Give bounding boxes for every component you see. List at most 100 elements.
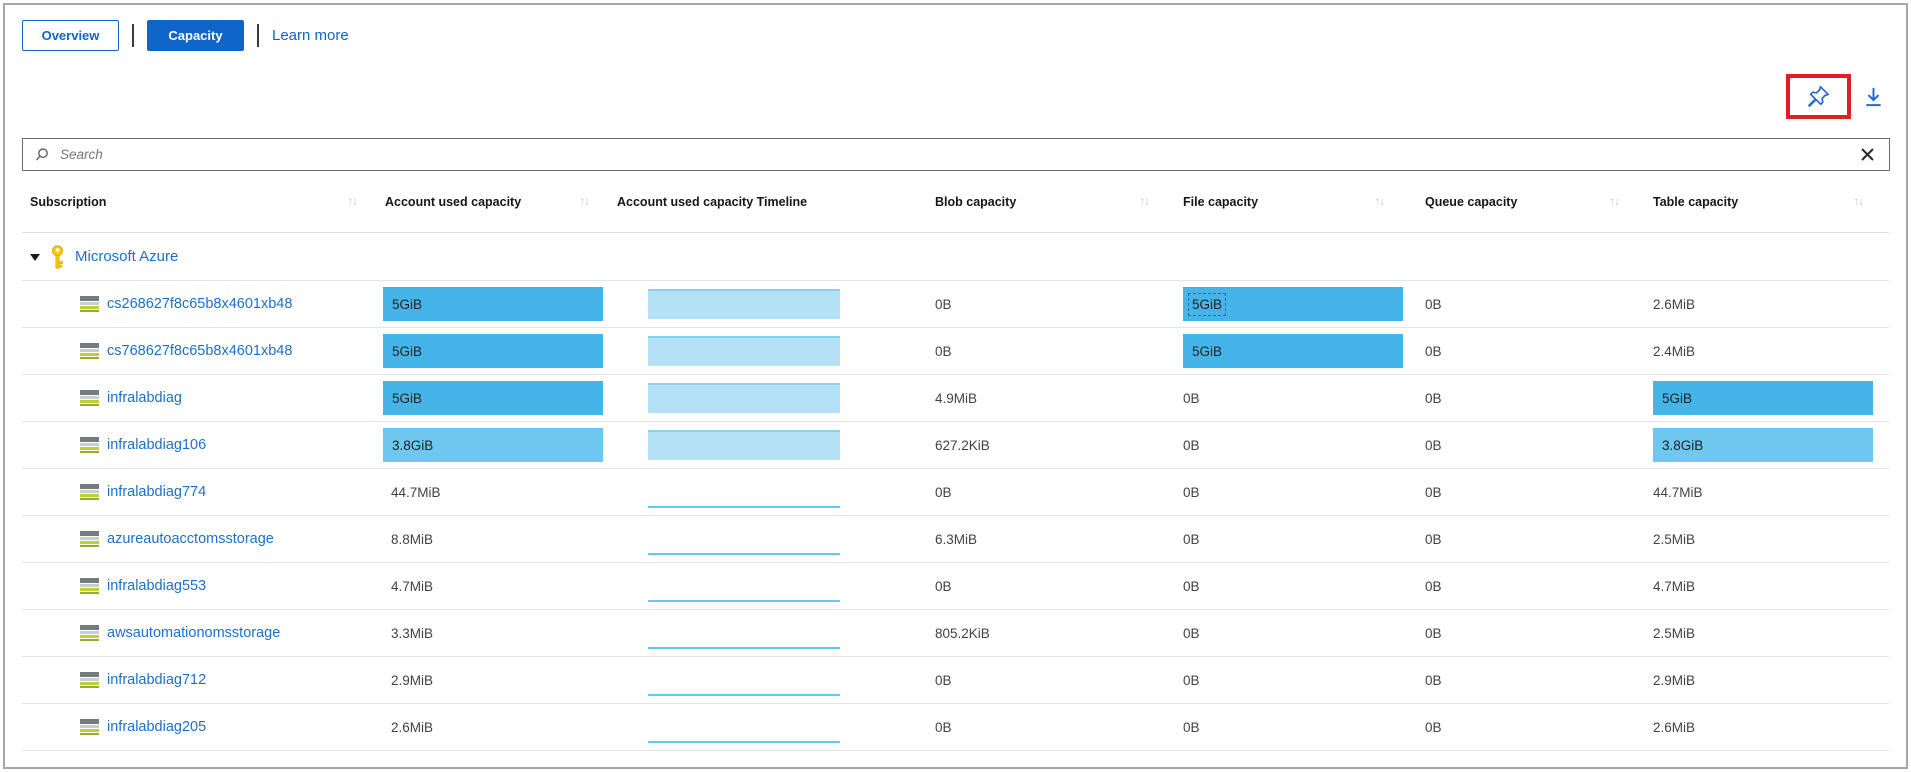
file-capacity-cell: 0B (1175, 422, 1410, 468)
capacity-value: 0B (1183, 531, 1200, 547)
table-capacity-cell: 2.9MiB (1645, 657, 1889, 703)
search-input[interactable] (60, 147, 1857, 162)
storage-account-link[interactable]: awsautomationomsstorage (107, 625, 281, 641)
account-used-capacity-cell: 5GiB (383, 328, 615, 374)
table-row[interactable]: azureautoacctomsstorage 8.8MiB 6.3MiB 0B… (22, 516, 1889, 563)
clear-search-icon[interactable] (1857, 146, 1878, 163)
sort-icon[interactable]: ↑↓ (1853, 195, 1864, 208)
capacity-value: 3.8GiB (1653, 428, 1873, 462)
column-header-subscription[interactable]: Subscription ↑↓ (22, 171, 383, 232)
table-row[interactable]: infralabdiag553 4.7MiB 0B 0B 0B 4.7MiB (22, 563, 1889, 610)
capacity-value: 0B (1425, 343, 1442, 359)
file-capacity-cell: 0B (1175, 563, 1410, 609)
account-used-capacity-cell: 2.6MiB (383, 704, 615, 750)
table-row[interactable]: cs768627f8c65b8x4601xb48 5GiB 0B 5GiB 0B… (22, 328, 1889, 375)
table-row[interactable]: cs268627f8c65b8x4601xb48 5GiB 0B 5GiB 0B… (22, 281, 1889, 328)
subscription-group-link[interactable]: Microsoft Azure (75, 248, 179, 265)
capacity-value: 5GiB (1183, 334, 1403, 368)
capacity-value: 0B (935, 484, 952, 500)
table-capacity-cell: 2.6MiB (1645, 281, 1889, 327)
capacity-value: 0B (1183, 672, 1200, 688)
capacity-value: 0B (1183, 390, 1200, 406)
subscription-cell: infralabdiag205 (22, 704, 383, 750)
capacity-value: 3.8GiB (383, 428, 603, 462)
storage-account-link[interactable]: infralabdiag712 (107, 672, 207, 688)
capacity-value: 2.6MiB (1653, 719, 1696, 735)
queue-capacity-cell: 0B (1410, 469, 1645, 515)
column-header-queue-capacity[interactable]: Queue capacity ↑↓ (1410, 171, 1645, 232)
sort-icon[interactable]: ↑↓ (347, 195, 358, 208)
capacity-value: 0B (1183, 437, 1200, 453)
overview-button[interactable]: Overview (22, 20, 119, 51)
subscription-cell: awsautomationomsstorage (22, 610, 383, 656)
storage-account-icon (80, 437, 99, 453)
column-header-account-used-capacity-timeline: Account used capacity Timeline (615, 171, 920, 232)
column-label: File capacity (1183, 194, 1259, 209)
subscription-cell: cs268627f8c65b8x4601xb48 (22, 281, 383, 327)
storage-account-link[interactable]: cs268627f8c65b8x4601xb48 (107, 296, 293, 312)
table-row[interactable]: infralabdiag 5GiB 4.9MiB 0B 0B 5GiB (22, 375, 1889, 422)
table-row[interactable]: infralabdiag205 2.6MiB 0B 0B 0B 2.6MiB (22, 704, 1889, 751)
capacity-value: 2.6MiB (391, 719, 434, 735)
table-row[interactable]: awsautomationomsstorage 3.3MiB 805.2KiB … (22, 610, 1889, 657)
table-capacity-cell: 3.8GiB (1645, 422, 1889, 468)
file-capacity-cell: 0B (1175, 610, 1410, 656)
capacity-value: 44.7MiB (1653, 484, 1703, 500)
storage-account-icon (80, 343, 99, 359)
storage-account-link[interactable]: infralabdiag774 (107, 484, 207, 500)
storage-account-link[interactable]: infralabdiag553 (107, 578, 207, 594)
capacity-value: 0B (1183, 578, 1200, 594)
file-capacity-cell: 0B (1175, 704, 1410, 750)
sort-icon[interactable]: ↑↓ (579, 195, 590, 208)
download-icon[interactable] (1862, 84, 1885, 109)
capacity-sparkline (648, 694, 840, 696)
sort-icon[interactable]: ↑↓ (1374, 195, 1385, 208)
column-header-table-capacity[interactable]: Table capacity ↑↓ (1645, 171, 1889, 232)
capacity-value: 0B (1425, 719, 1442, 735)
queue-capacity-cell: 0B (1410, 657, 1645, 703)
blob-capacity-cell: 805.2KiB (920, 610, 1175, 656)
sort-icon[interactable]: ↑↓ (1609, 195, 1620, 208)
collapse-triangle-icon[interactable] (30, 254, 40, 261)
capacity-value: 0B (935, 672, 952, 688)
file-capacity-cell: 0B (1175, 516, 1410, 562)
storage-account-link[interactable]: infralabdiag106 (107, 437, 207, 453)
timeline-cell (615, 563, 920, 609)
queue-capacity-cell: 0B (1410, 422, 1645, 468)
column-header-file-capacity[interactable]: File capacity ↑↓ (1175, 171, 1410, 232)
pushpin-icon[interactable] (1805, 83, 1832, 110)
blob-capacity-cell: 0B (920, 704, 1175, 750)
sort-icon[interactable]: ↑↓ (1139, 195, 1150, 208)
column-label: Subscription (30, 194, 107, 209)
account-used-capacity-cell: 3.3MiB (383, 610, 615, 656)
blob-capacity-cell: 627.2KiB (920, 422, 1175, 468)
blob-capacity-cell: 0B (920, 563, 1175, 609)
table-row[interactable]: infralabdiag712 2.9MiB 0B 0B 0B 2.9MiB (22, 657, 1889, 704)
subscription-group-row[interactable]: Microsoft Azure (22, 233, 1889, 281)
header-actions (1786, 74, 1885, 119)
capacity-button[interactable]: Capacity (147, 20, 244, 51)
blob-capacity-cell: 0B (920, 328, 1175, 374)
subscription-cell: infralabdiag (22, 375, 383, 421)
storage-account-link[interactable]: azureautoacctomsstorage (107, 531, 274, 547)
divider (257, 24, 259, 47)
capacity-value: 0B (1183, 625, 1200, 641)
storage-account-link[interactable]: infralabdiag205 (107, 719, 207, 735)
account-used-capacity-cell: 2.9MiB (383, 657, 615, 703)
column-header-blob-capacity[interactable]: Blob capacity ↑↓ (920, 171, 1175, 232)
capacity-value: 44.7MiB (391, 484, 441, 500)
capacity-table: Subscription ↑↓ Account used capacity ↑↓… (22, 171, 1889, 751)
table-row[interactable]: infralabdiag774 44.7MiB 0B 0B 0B 44.7MiB (22, 469, 1889, 516)
queue-capacity-cell: 0B (1410, 328, 1645, 374)
column-header-account-used-capacity[interactable]: Account used capacity ↑↓ (383, 171, 615, 232)
column-label: Account used capacity Timeline (617, 194, 808, 209)
subscription-cell: infralabdiag774 (22, 469, 383, 515)
table-capacity-cell: 2.5MiB (1645, 610, 1889, 656)
learn-more-link[interactable]: Learn more (272, 27, 349, 44)
storage-account-link[interactable]: infralabdiag (107, 390, 182, 406)
storage-account-icon (80, 719, 99, 735)
timeline-cell (615, 375, 920, 421)
storage-account-link[interactable]: cs768627f8c65b8x4601xb48 (107, 343, 293, 359)
timeline-cell (615, 281, 920, 327)
table-row[interactable]: infralabdiag106 3.8GiB 627.2KiB 0B 0B 3.… (22, 422, 1889, 469)
